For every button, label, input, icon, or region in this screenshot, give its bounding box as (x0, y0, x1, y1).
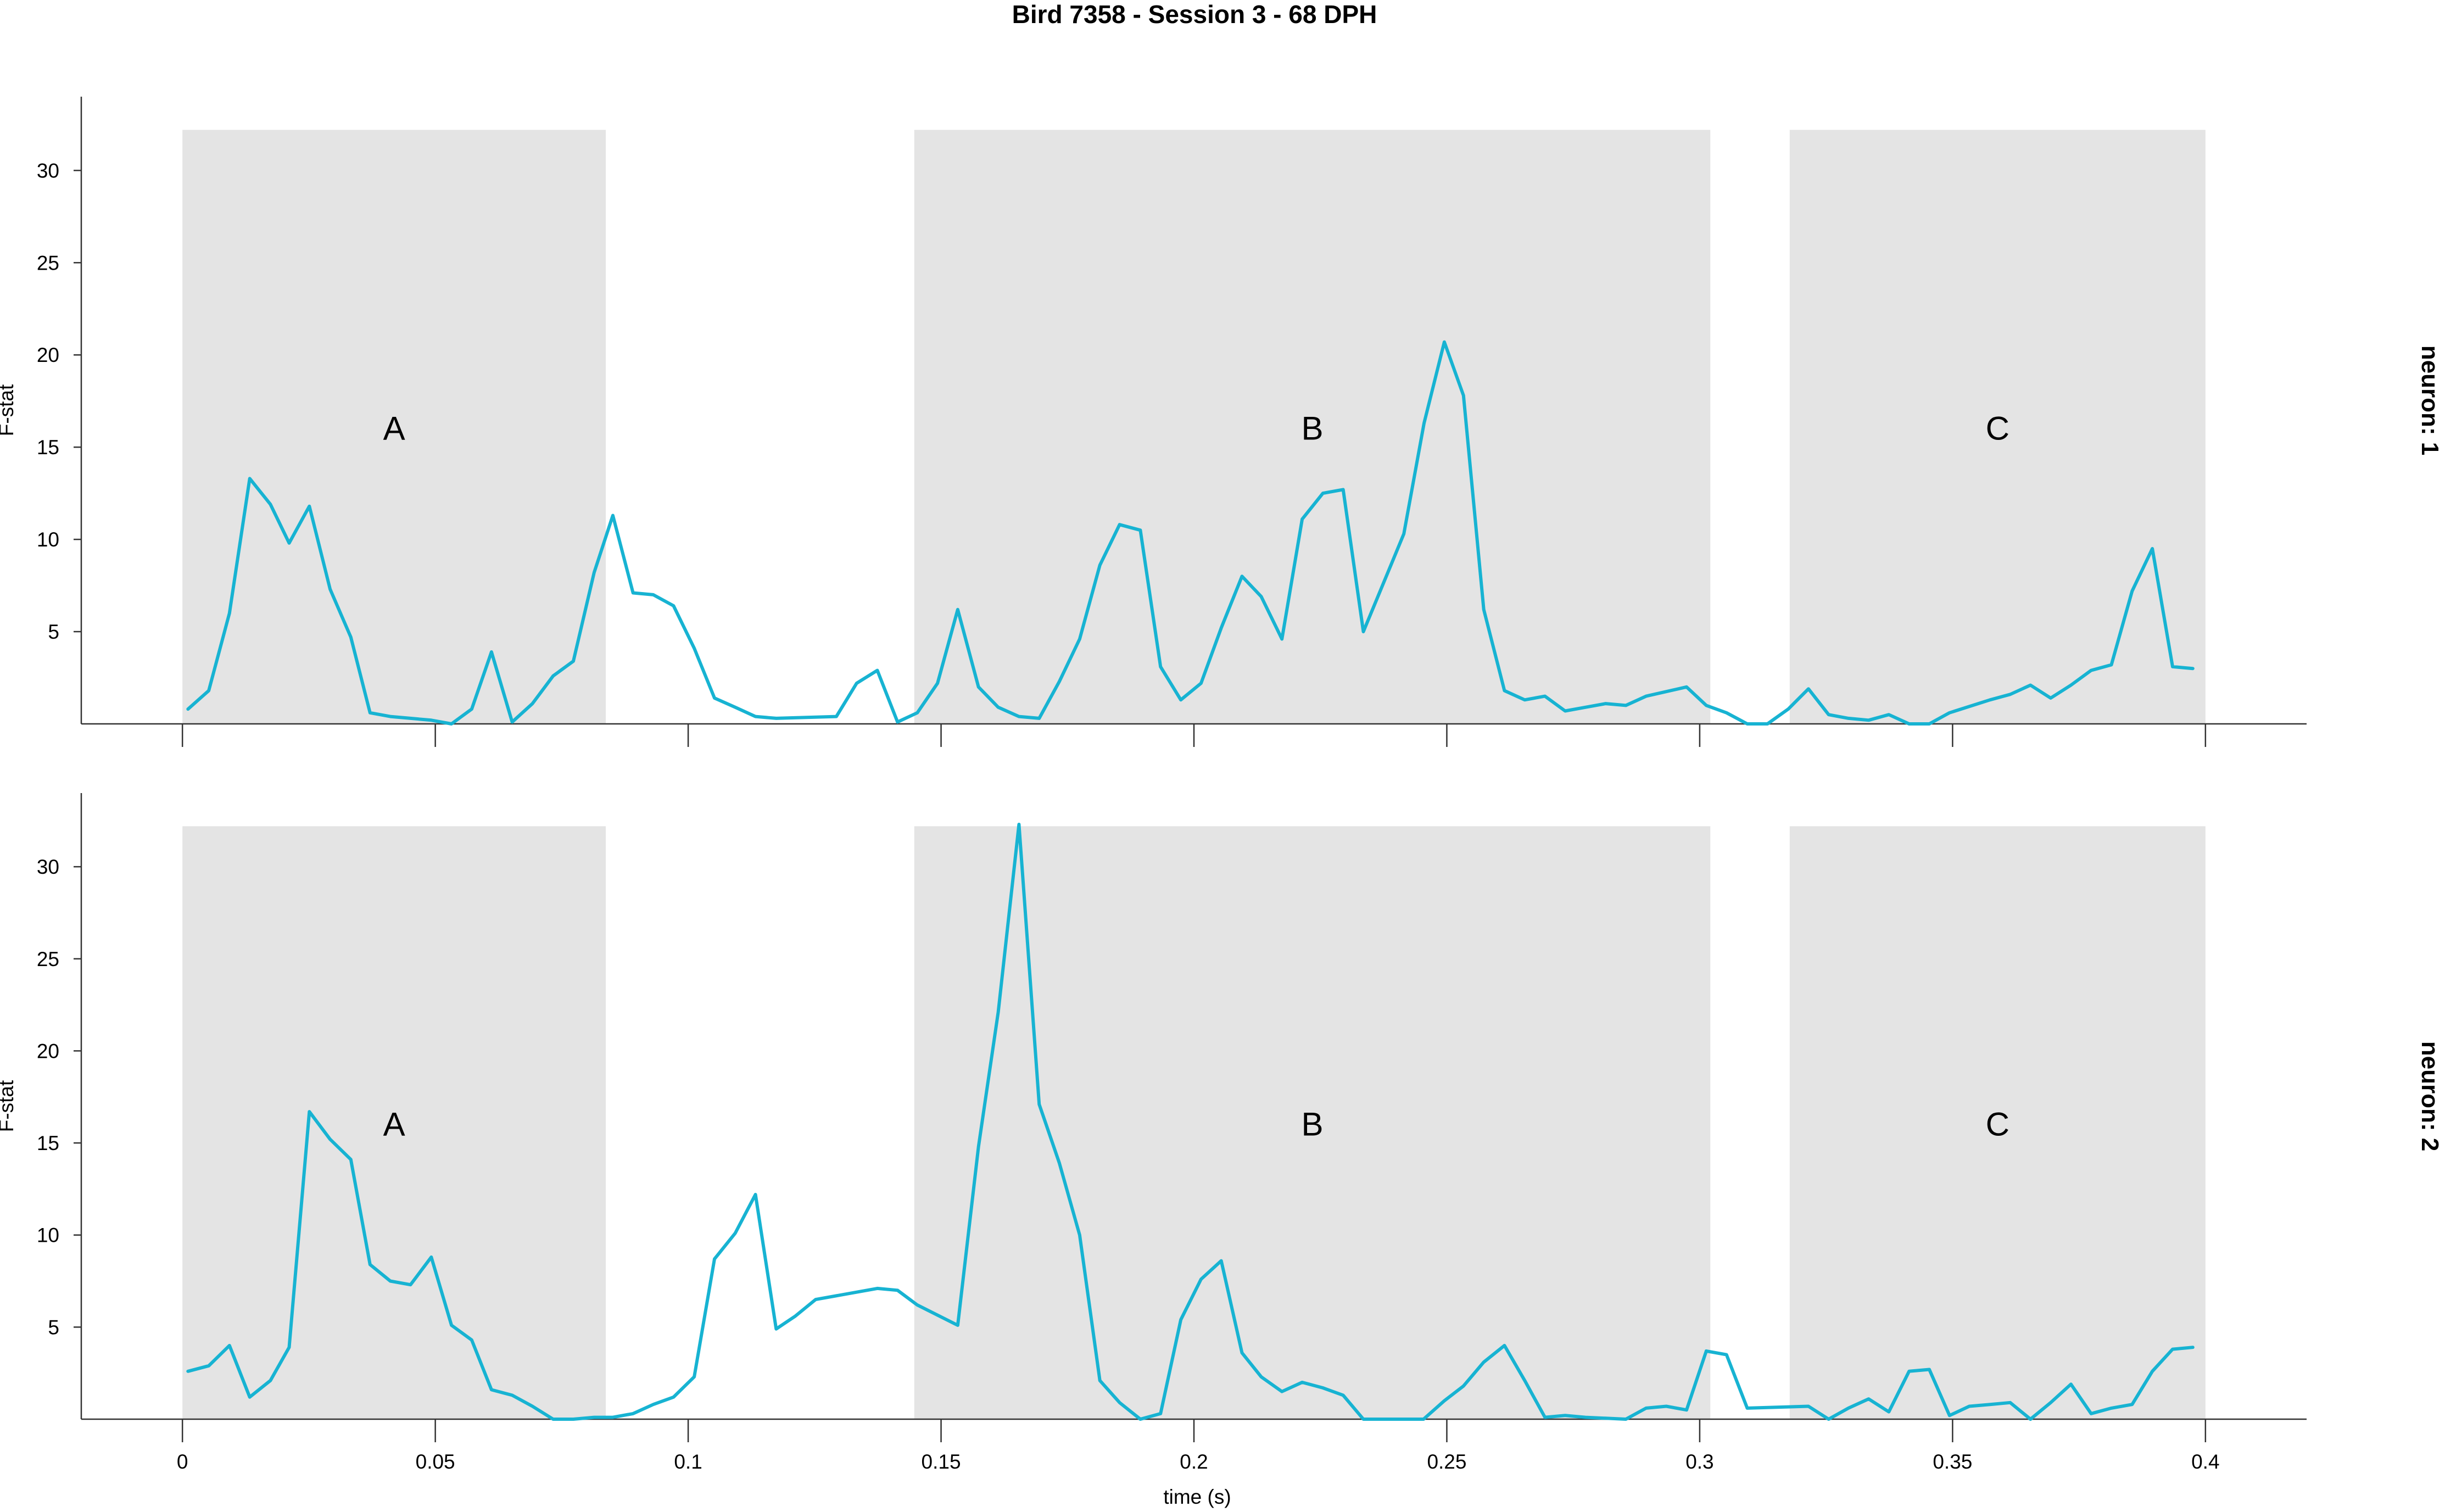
x-tick-label: 0.25 (1427, 1450, 1466, 1473)
y-tick-label: 25 (37, 948, 59, 970)
panel-2: A B C 5 10 15 20 25 30 0 0.05 0.1 0.15 0.2 0.25 0.3 0.35… (0, 793, 2443, 1473)
x-tick-label: 0.3 (1685, 1450, 1713, 1473)
y-tick-label: 5 (48, 621, 59, 643)
panel-1: A B C 5 10 15 20 25 30 F-stat neuron: 1 (0, 97, 2443, 747)
x-tick-label: 0.2 (1180, 1450, 1208, 1473)
region-a (182, 130, 606, 724)
panels: A B C 5 10 15 20 25 30 F-stat neuron: 1 A B C 5 10 15 20 2… (0, 97, 2443, 1473)
y-tick-label: 20 (37, 344, 59, 366)
y-tick-label: 10 (37, 528, 59, 551)
x-tick-label: 0.05 (416, 1450, 455, 1473)
y-tick-label: 25 (37, 252, 59, 274)
y-tick-label: 15 (37, 1132, 59, 1154)
chart-title: Bird 7358 - Session 3 - 68 DPH (1012, 0, 1377, 29)
strip-label: neuron: 2 (2416, 1041, 2443, 1151)
region-label-a: A (383, 410, 405, 447)
x-tick-label: 0.15 (922, 1450, 961, 1473)
region-label-b: B (1301, 1106, 1323, 1143)
x-tick-label: 0.35 (1933, 1450, 1972, 1473)
x-axis-title: time (s) (1163, 1486, 1231, 1508)
y-tick-label: 30 (37, 856, 59, 878)
region-label-a: A (383, 1106, 405, 1143)
region-c (1789, 130, 2206, 724)
x-tick-label: 0 (177, 1450, 188, 1473)
y-tick-label: 30 (37, 159, 59, 182)
region-label-c: C (1986, 410, 2009, 447)
y-axis-title: F-stat (0, 1080, 18, 1132)
region-c (1789, 826, 2206, 1419)
y-tick-label: 5 (48, 1316, 59, 1338)
y-tick-label: 10 (37, 1224, 59, 1247)
series-line (186, 340, 2195, 726)
strip-label: neuron: 1 (2416, 345, 2443, 455)
y-axis-title: F-stat (0, 384, 18, 436)
x-tick-label: 0.4 (2191, 1450, 2219, 1473)
region-a (182, 826, 606, 1419)
y-tick-label: 15 (37, 436, 59, 459)
region-label-c: C (1986, 1106, 2009, 1143)
x-tick-label: 0.1 (674, 1450, 702, 1473)
region-label-b: B (1301, 410, 1323, 447)
region-b (914, 130, 1711, 724)
series-line (186, 823, 2195, 1421)
y-tick-label: 20 (37, 1040, 59, 1062)
